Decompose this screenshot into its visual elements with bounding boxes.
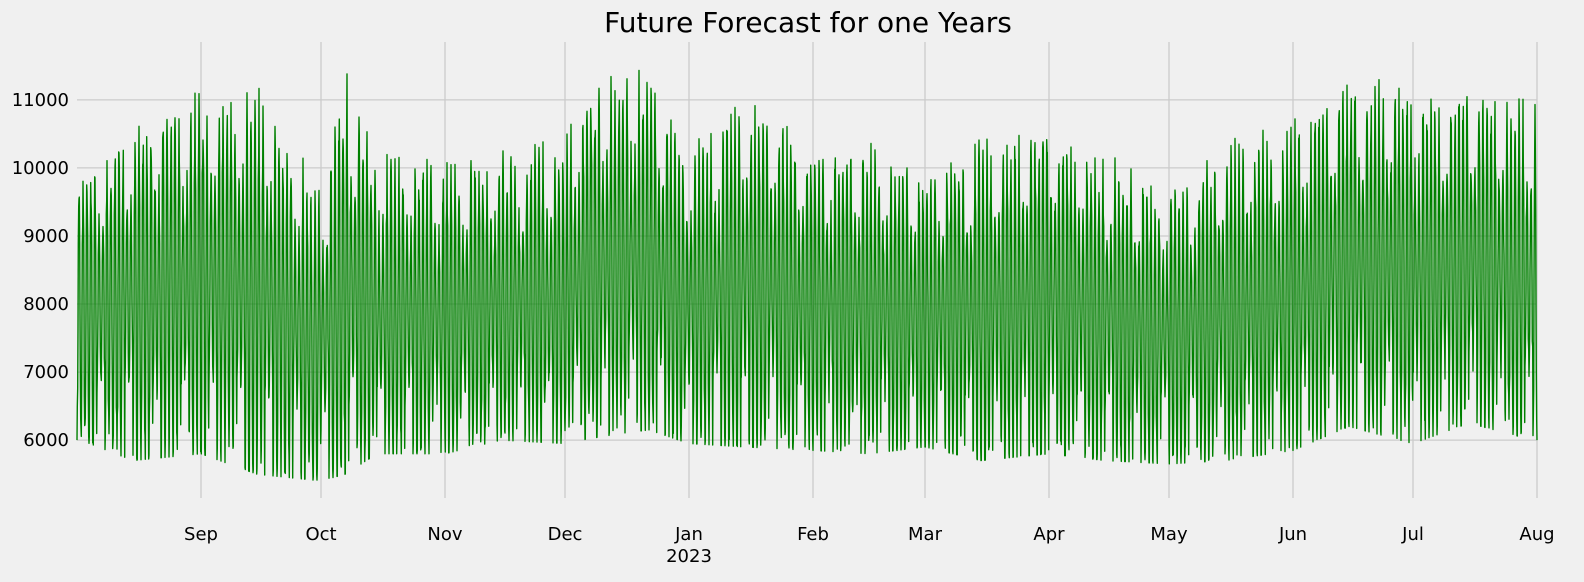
tick-labels: 6000 7000 8000 9000 10000 11000 Sep Oct Nov Dec Ja… [12, 90, 1555, 567]
x-tick-label: Jul [1401, 524, 1424, 545]
y-tick-label: 11000 [12, 90, 69, 111]
x-tick-label: Sep [184, 524, 218, 545]
x-tick-label: Nov [427, 524, 462, 545]
x-tick-label: May [1150, 524, 1188, 545]
y-tick-label: 9000 [23, 226, 69, 247]
y-tick-label: 10000 [12, 158, 69, 179]
y-tick-label: 7000 [23, 362, 69, 383]
forecast-series-line [76, 69, 1538, 481]
x-tick-label: Aug [1519, 524, 1554, 545]
series-layer [76, 69, 1538, 481]
x-tick-label: Jan [674, 524, 703, 545]
chart-title: Future Forecast for one Years [604, 6, 1012, 39]
x-tick-label: Dec [548, 524, 583, 545]
x-tick-year-label: 2023 [666, 546, 712, 567]
x-tick-label: Mar [908, 524, 943, 545]
x-tick-label: Oct [305, 524, 336, 545]
x-tick-label: Jun [1278, 524, 1307, 545]
y-tick-label: 6000 [23, 430, 69, 451]
x-tick-label: Feb [797, 524, 829, 545]
x-tick-label: Apr [1033, 524, 1065, 545]
y-tick-label: 8000 [23, 294, 69, 315]
